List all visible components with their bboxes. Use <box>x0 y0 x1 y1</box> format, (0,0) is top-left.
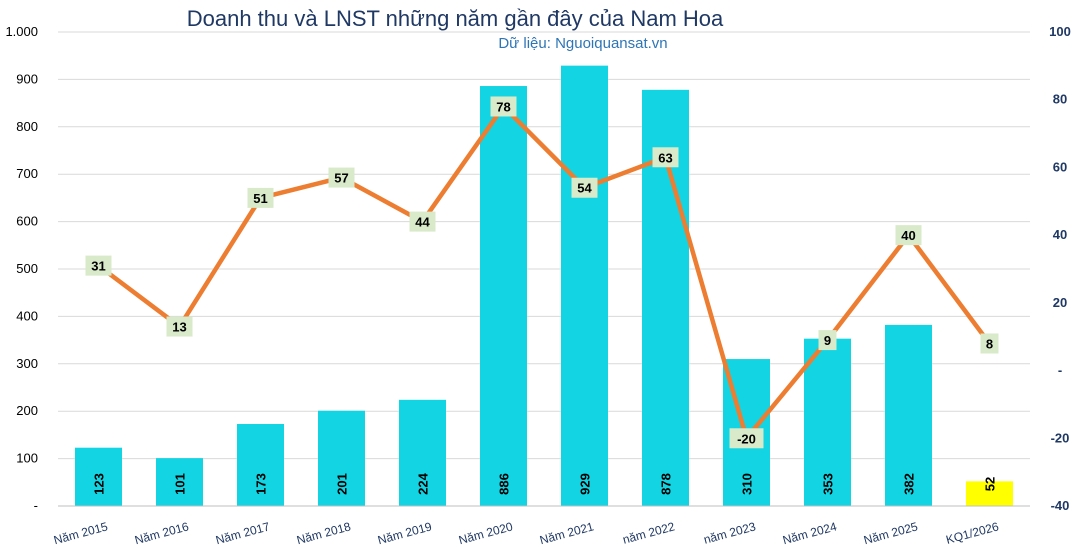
revenue-bar <box>885 324 932 506</box>
left-axis-tick-label: 300 <box>16 356 38 371</box>
profit-point-marker <box>247 187 274 208</box>
profit-point-marker <box>652 147 679 168</box>
profit-point-label: 9 <box>824 333 831 348</box>
profit-point-label: 51 <box>253 191 267 206</box>
revenue-bar <box>75 447 122 506</box>
revenue-bars <box>75 65 1013 507</box>
revenue-bar-label: 101 <box>173 473 188 495</box>
profit-point-marker <box>818 330 837 351</box>
profit-point-label: 54 <box>577 181 592 196</box>
profit-point-marker <box>85 255 112 276</box>
x-axis-category-label: Năm 2017 <box>214 519 271 547</box>
left-axis-tick-label: 700 <box>16 166 38 181</box>
x-axis-category-label: Năm 2015 <box>52 519 109 547</box>
revenue-bar <box>561 65 608 507</box>
profit-point-marker <box>166 316 193 337</box>
left-axis-tick-label: 600 <box>16 214 38 229</box>
profit-point-marker <box>409 211 436 232</box>
profit-point-label: -20 <box>737 431 756 446</box>
chart-title: Doanh thu và LNST những năm gần đây của … <box>187 6 724 31</box>
left-axis-tick-label: 1.000 <box>5 24 38 39</box>
x-axis-category-label: Năm 2021 <box>538 519 595 547</box>
revenue-bar-label: 52 <box>983 477 998 491</box>
right-axis-tick-label: 100 <box>1049 24 1071 39</box>
profit-point-marker <box>980 333 999 354</box>
revenue-bar <box>804 338 851 506</box>
right-axis-tick-label: -40 <box>1051 498 1070 513</box>
x-axis-category-label: Năm 2018 <box>295 519 352 547</box>
profit-point-label: 63 <box>658 150 672 165</box>
revenue-bar-label: 353 <box>821 473 836 495</box>
revenue-bar-label: 173 <box>254 473 269 495</box>
right-axis-tick-label: - <box>1058 363 1062 378</box>
revenue-bar-label: 224 <box>416 472 431 494</box>
right-axis-tick-label: 80 <box>1053 92 1067 107</box>
profit-point-marker <box>490 96 517 117</box>
revenue-bar-label: 123 <box>92 473 107 495</box>
revenue-bar-label: 310 <box>740 473 755 495</box>
x-axis-category-label: năm 2022 <box>621 519 676 546</box>
revenue-bar <box>480 86 527 506</box>
profit-point-label: 8 <box>986 336 993 351</box>
data-labels: 123 101 173 201 224 886 929 878 310 353 382 5231135… <box>85 96 999 495</box>
right-axis-tick-label: 40 <box>1053 227 1067 242</box>
left-axis-tick-label: 900 <box>16 71 38 86</box>
left-axis-tick-label: 200 <box>16 403 38 418</box>
profit-point-marker <box>895 225 922 246</box>
revenue-bar <box>156 458 203 506</box>
profit-point-label: 31 <box>91 259 105 274</box>
revenue-bar <box>318 410 365 506</box>
left-axis-tick-label: 400 <box>16 308 38 323</box>
x-axis-category-label: Năm 2019 <box>376 519 433 547</box>
profit-point-label: 44 <box>415 215 430 230</box>
left-axis-tick-label: 100 <box>16 451 38 466</box>
profit-point-marker <box>571 177 598 198</box>
revenue-bar-label: 201 <box>335 473 350 495</box>
revenue-bar <box>237 423 284 506</box>
profit-point-label: 40 <box>901 228 915 243</box>
revenue-bar <box>966 481 1013 506</box>
chart-subtitle: Dữ liệu: Nguoiquansat.vn <box>498 35 667 52</box>
revenue-bar-label: 929 <box>578 473 593 495</box>
right-axis-tick-label: 60 <box>1053 159 1067 174</box>
profit-point-marker <box>328 167 355 188</box>
revenue-bar-label: 382 <box>902 473 917 495</box>
profit-point-label: 78 <box>496 99 510 114</box>
right-axis-tick-label: -20 <box>1051 430 1070 445</box>
left-axis-tick-label: 800 <box>16 119 38 134</box>
left-axis-tick-label: 500 <box>16 261 38 276</box>
profit-point-label: 57 <box>334 171 348 186</box>
revenue-bar <box>399 399 446 506</box>
x-axis-category-label: năm 2023 <box>702 519 757 546</box>
x-axis-category-label: KQ1/2026 <box>944 519 1000 547</box>
revenue-bar-label: 886 <box>497 473 512 495</box>
revenue-bar-label: 878 <box>659 473 674 495</box>
profit-series-line <box>97 104 992 441</box>
x-axis-category-label: Năm 2020 <box>457 519 514 547</box>
profit-point-marker <box>729 428 764 449</box>
profit-point-label: 13 <box>172 320 186 335</box>
x-axis-category-label: Năm 2025 <box>862 519 919 547</box>
gridlines <box>58 31 1030 507</box>
x-axis-category-label: Năm 2024 <box>781 519 838 547</box>
profit-line <box>97 104 992 441</box>
x-axis-category-label: Năm 2016 <box>133 519 190 547</box>
left-axis-tick-label: - <box>34 498 38 513</box>
right-axis-tick-label: 20 <box>1053 295 1067 310</box>
